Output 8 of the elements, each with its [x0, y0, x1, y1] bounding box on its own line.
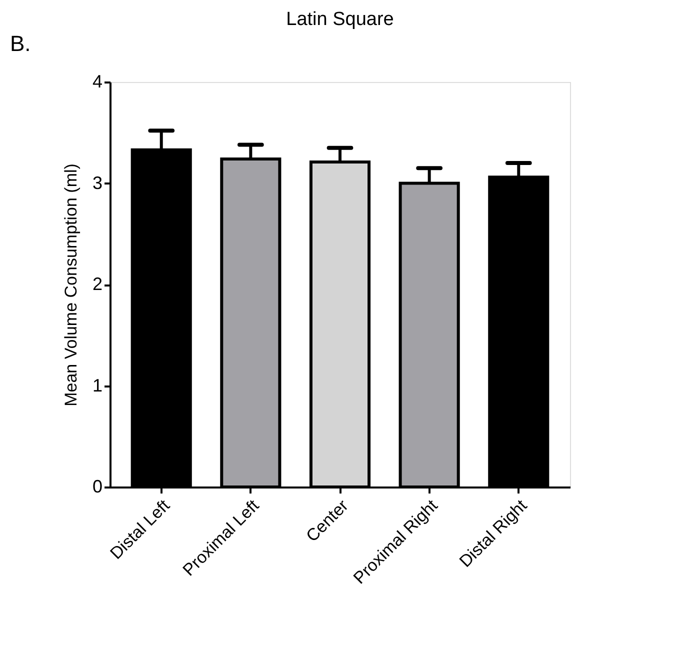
y-tick-label: 1	[92, 375, 102, 396]
y-tick-label: 4	[92, 72, 102, 92]
y-tick-label: 3	[92, 172, 102, 193]
text: B.	[10, 31, 31, 56]
y-tick-label: 2	[92, 274, 102, 294]
y-tick-label: 0	[92, 476, 102, 496]
y-axis-title: Mean Volume Consumption (ml)	[61, 164, 80, 406]
chart-title: Latin Square	[286, 9, 394, 30]
